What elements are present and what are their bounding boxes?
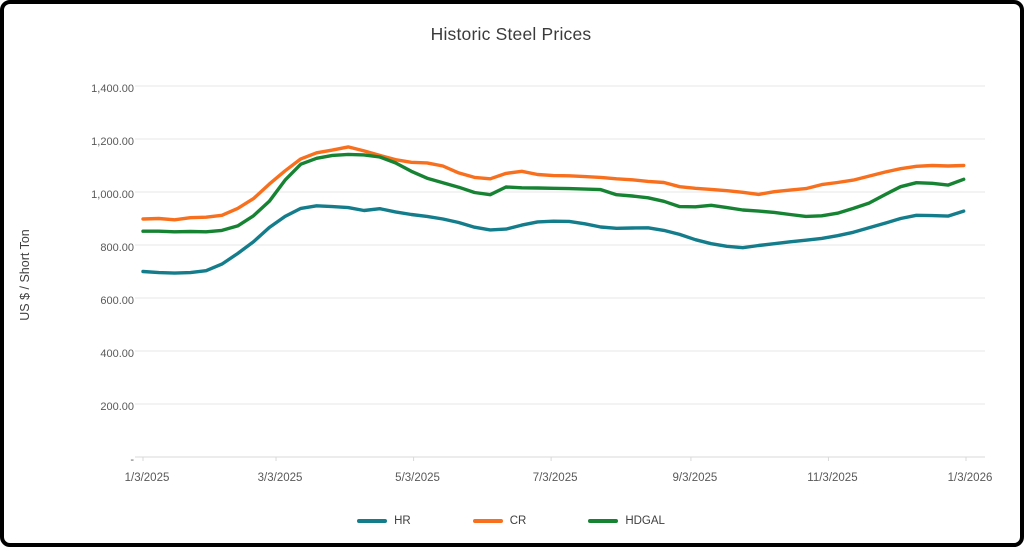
- x-axis-tick-label: 5/3/2025: [395, 472, 440, 484]
- x-axis-tick-label: 3/3/2025: [257, 472, 303, 484]
- cr-line-swatch-icon: [472, 519, 503, 523]
- x-axis-tick-label: 9/3/2025: [672, 472, 718, 484]
- y-axis-tick-label: 800.00: [100, 242, 134, 254]
- x-axis-tick-label: 1/3/2025: [124, 472, 170, 484]
- y-axis-title: US $ / Short Ton: [18, 229, 32, 321]
- legend-label-cr: CR: [509, 515, 527, 527]
- chart-title: Historic Steel Prices: [430, 24, 592, 44]
- plot-area: [135, 85, 985, 461]
- legend-item-hdgal: HDGAL: [588, 515, 665, 527]
- y-axis-tick-label: 400.00: [100, 348, 134, 360]
- y-axis-tick-label: 1,400.00: [91, 83, 134, 95]
- y-axis-tick-label: -: [130, 454, 134, 466]
- hdgal-line-swatch-icon: [588, 519, 619, 523]
- y-axis-tick-label: 600.00: [100, 295, 134, 307]
- legend-label-hdgal: HDGAL: [625, 515, 665, 527]
- y-axis-tick-label: 1,000.00: [91, 189, 134, 201]
- y-axis-tick-label: 200.00: [100, 401, 134, 413]
- y-axis-tick-label: 1,200.00: [91, 136, 134, 148]
- legend-label-hr: HR: [394, 515, 411, 527]
- x-axis-tick-label: 7/3/2025: [532, 472, 578, 484]
- chart-legend: HR CR HDGAL: [4, 515, 1018, 527]
- x-axis-tick-label: 11/3/2025: [807, 472, 858, 484]
- x-axis-tick-label: 1/3/2026: [947, 472, 993, 484]
- legend-item-hr: HR: [357, 515, 411, 527]
- legend-item-cr: CR: [472, 515, 527, 527]
- hr-line-swatch-icon: [357, 519, 388, 523]
